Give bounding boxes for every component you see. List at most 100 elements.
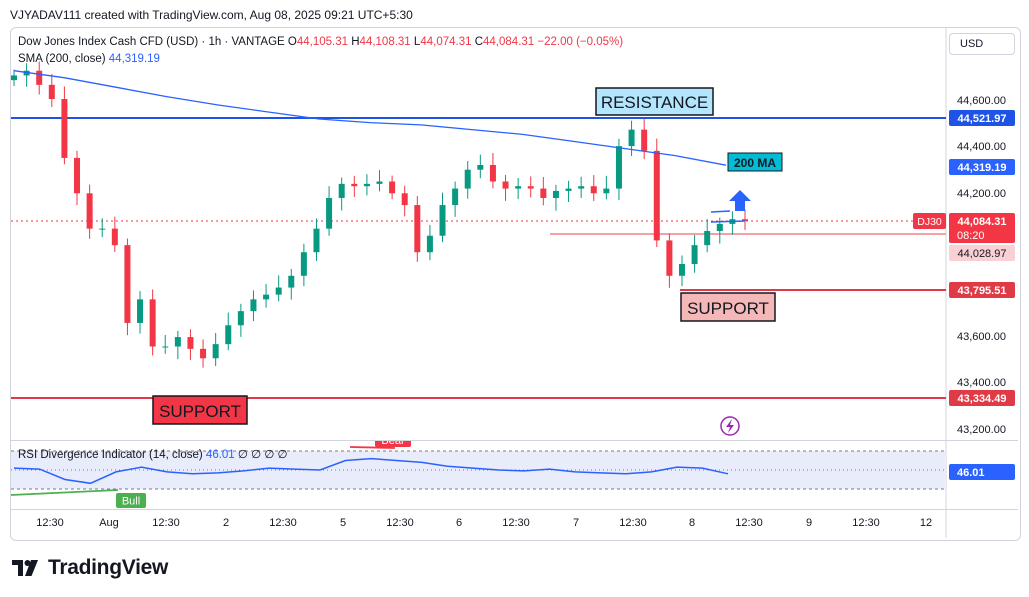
candle-body — [212, 344, 219, 359]
resistance-label: RESISTANCE — [601, 93, 708, 112]
candle-body — [552, 190, 559, 198]
bull-label-badge: Bull — [116, 493, 146, 508]
sma-label: SMA (200, close) — [18, 53, 106, 65]
candle-body — [515, 186, 522, 189]
time-axis: 12:30 Aug 12:30 2 12:30 5 12:30 6 12:30 … — [36, 517, 932, 529]
candle-body — [603, 188, 610, 194]
candle-body — [426, 235, 433, 253]
x-tick-label: 12:30 — [36, 517, 64, 529]
candle-body — [338, 183, 345, 198]
rsi-legend[interactable]: RSI Divergence Indicator (14, close) 46.… — [18, 447, 288, 461]
tradingview-footer[interactable]: TradingView — [12, 556, 168, 580]
rsi-value-badge: 46.01 — [949, 464, 1015, 480]
bear-label-badge: Bear — [375, 435, 411, 447]
candle-body — [704, 231, 711, 246]
candle-body — [351, 183, 358, 187]
candle-body — [187, 337, 194, 349]
rsi-pane[interactable]: Bull Bear — [11, 432, 946, 508]
support-upper-price-badge: 43,795.51 — [949, 282, 1015, 298]
channel-top-line[interactable] — [710, 210, 731, 213]
x-tick-label: 12:30 — [269, 517, 297, 529]
x-tick-label: 12:30 — [386, 517, 414, 529]
candle-body — [225, 325, 232, 345]
candle-body — [389, 181, 396, 194]
x-tick-label: Aug — [99, 517, 119, 529]
bull-divergence-line — [11, 489, 119, 496]
candle-body — [313, 228, 320, 253]
candle-body — [628, 129, 635, 147]
channel-bottom-line[interactable] — [710, 220, 746, 223]
y-tick-label: 44,200.00 — [957, 188, 1006, 200]
candle-body — [666, 240, 673, 276]
price-change: −22.00 (−0.05%) — [537, 36, 624, 48]
candle-body — [250, 299, 257, 312]
candle-body — [464, 169, 471, 189]
support-lower-annotation[interactable]: SUPPORT — [152, 395, 248, 425]
candle-body — [641, 129, 648, 151]
candle-body — [237, 311, 244, 326]
candle-body — [376, 181, 383, 184]
rsi-label: RSI Divergence Indicator (14, close) — [18, 449, 203, 461]
chart-attribution: VJYADAV111 created with TradingView.com,… — [10, 8, 413, 22]
rsi-band — [11, 451, 946, 489]
resistance-annotation[interactable]: RESISTANCE — [595, 87, 714, 116]
support-upper-annotation[interactable]: SUPPORT — [680, 292, 776, 322]
candle-body — [414, 205, 421, 253]
candle-body — [111, 228, 118, 246]
symbol-legend[interactable]: Dow Jones Index Cash CFD (USD) · 1h · VA… — [18, 36, 623, 48]
rsi-line[interactable] — [13, 457, 729, 485]
y-tick-label: 43,400.00 — [957, 377, 1006, 389]
x-tick-label: 2 — [223, 517, 229, 529]
candle-body — [439, 205, 446, 236]
candle-body — [300, 252, 307, 276]
candle-body — [48, 84, 55, 99]
candle-body — [401, 193, 408, 206]
y-tick-label: 43,200.00 — [957, 424, 1006, 436]
rsi-value: 46.01 — [205, 449, 235, 461]
sma-line[interactable] — [13, 70, 727, 166]
candle-body — [477, 165, 484, 170]
currency-button[interactable]: USD — [949, 33, 1015, 55]
y-tick-label: 43,600.00 — [957, 331, 1006, 343]
last-price-text: 44,084.31 — [958, 216, 1007, 228]
candle-body — [288, 275, 295, 288]
bear-label: Bear — [381, 435, 405, 447]
lightning-icon[interactable] — [720, 416, 740, 436]
support-upper-label: SUPPORT — [687, 299, 769, 318]
candle-body — [502, 181, 509, 189]
symbol-tag: DJ30 — [917, 216, 942, 228]
y-tick-label: 44,600.00 — [957, 95, 1006, 107]
candle-body — [653, 150, 660, 241]
ma-annotation[interactable]: 200 MA — [727, 152, 783, 172]
price-axis: 44,600.00 44,400.00 44,200.00 43,600.00 … — [957, 95, 1006, 436]
x-tick-label: 12:30 — [735, 517, 763, 529]
candle-body — [615, 146, 622, 189]
rsi-extra: ∅ ∅ ∅ ∅ — [237, 449, 288, 461]
resistance-price-text: 44,521.97 — [958, 113, 1007, 125]
candles — [11, 61, 748, 368]
ohlc-values: O44,105.31 H44,108.31 L44,074.31 C44,084… — [287, 36, 624, 48]
candle-body — [263, 294, 270, 300]
brand-name: TradingView — [48, 556, 169, 579]
bull-label: Bull — [122, 496, 140, 508]
candle-body — [99, 228, 106, 230]
candle-body — [716, 223, 723, 231]
candle-body — [540, 188, 547, 198]
candle-body — [149, 299, 156, 347]
candle-body — [326, 198, 333, 229]
breakout-arrow-icon — [729, 190, 751, 211]
candle-body — [174, 337, 181, 347]
support-lower-price-badge: 43,334.49 — [949, 390, 1015, 406]
last-price-badge: DJ30 44,084.31 08:20 — [913, 213, 1015, 243]
x-tick-label: 6 — [456, 517, 462, 529]
support-lower-label: SUPPORT — [159, 402, 241, 421]
x-tick-label: 8 — [689, 517, 695, 529]
x-tick-label: 12 — [920, 517, 932, 529]
candle-body — [489, 165, 496, 182]
sma-legend[interactable]: SMA (200, close) 44,319.19 — [18, 53, 160, 65]
x-tick-label: 12:30 — [502, 517, 530, 529]
candle-body — [363, 183, 370, 187]
sma-price-badge: 44,319.19 — [949, 159, 1015, 175]
candle-body — [678, 264, 685, 276]
